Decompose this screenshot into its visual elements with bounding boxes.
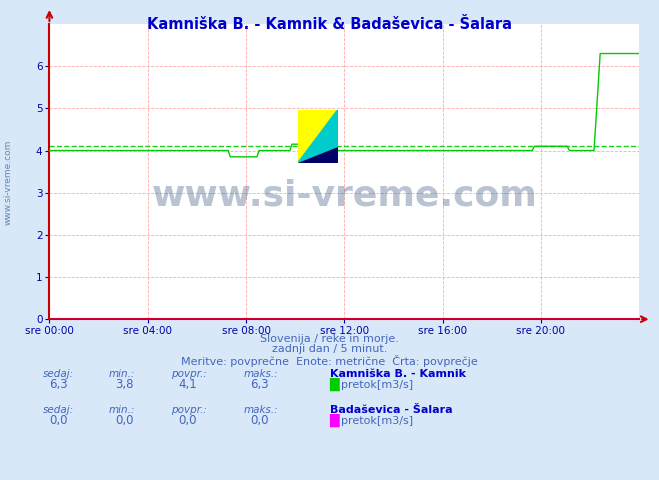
Text: povpr.:: povpr.:: [171, 405, 207, 415]
Text: www.si-vreme.com: www.si-vreme.com: [152, 178, 537, 212]
Text: 6,3: 6,3: [250, 378, 269, 391]
Polygon shape: [298, 110, 337, 163]
Text: maks.:: maks.:: [244, 405, 279, 415]
Text: maks.:: maks.:: [244, 369, 279, 379]
Text: Meritve: povprečne  Enote: metrične  Črta: povprečje: Meritve: povprečne Enote: metrične Črta:…: [181, 355, 478, 367]
Text: zadnji dan / 5 minut.: zadnji dan / 5 minut.: [272, 344, 387, 354]
Text: Kamniška B. - Kamnik: Kamniška B. - Kamnik: [330, 369, 465, 379]
Text: 0,0: 0,0: [49, 414, 68, 427]
Polygon shape: [298, 147, 337, 163]
Text: 0,0: 0,0: [178, 414, 196, 427]
Text: 0,0: 0,0: [250, 414, 269, 427]
Polygon shape: [298, 110, 337, 163]
Text: Badaševica - Šalara: Badaševica - Šalara: [330, 405, 452, 415]
Text: 3,8: 3,8: [115, 378, 134, 391]
Text: █: █: [330, 378, 339, 391]
Text: Slovenija / reke in morje.: Slovenija / reke in morje.: [260, 334, 399, 344]
Text: sedaj:: sedaj:: [43, 405, 74, 415]
Text: 4,1: 4,1: [178, 378, 196, 391]
Text: min.:: min.:: [109, 405, 135, 415]
Text: www.si-vreme.com: www.si-vreme.com: [3, 140, 13, 225]
Text: sedaj:: sedaj:: [43, 369, 74, 379]
Text: min.:: min.:: [109, 369, 135, 379]
Text: pretok[m3/s]: pretok[m3/s]: [341, 416, 413, 426]
Text: 0,0: 0,0: [115, 414, 134, 427]
Text: 6,3: 6,3: [49, 378, 68, 391]
Text: povpr.:: povpr.:: [171, 369, 207, 379]
Text: pretok[m3/s]: pretok[m3/s]: [341, 380, 413, 390]
Text: █: █: [330, 414, 339, 427]
Text: Kamniška B. - Kamnik & Badaševica - Šalara: Kamniška B. - Kamnik & Badaševica - Šala…: [147, 17, 512, 32]
